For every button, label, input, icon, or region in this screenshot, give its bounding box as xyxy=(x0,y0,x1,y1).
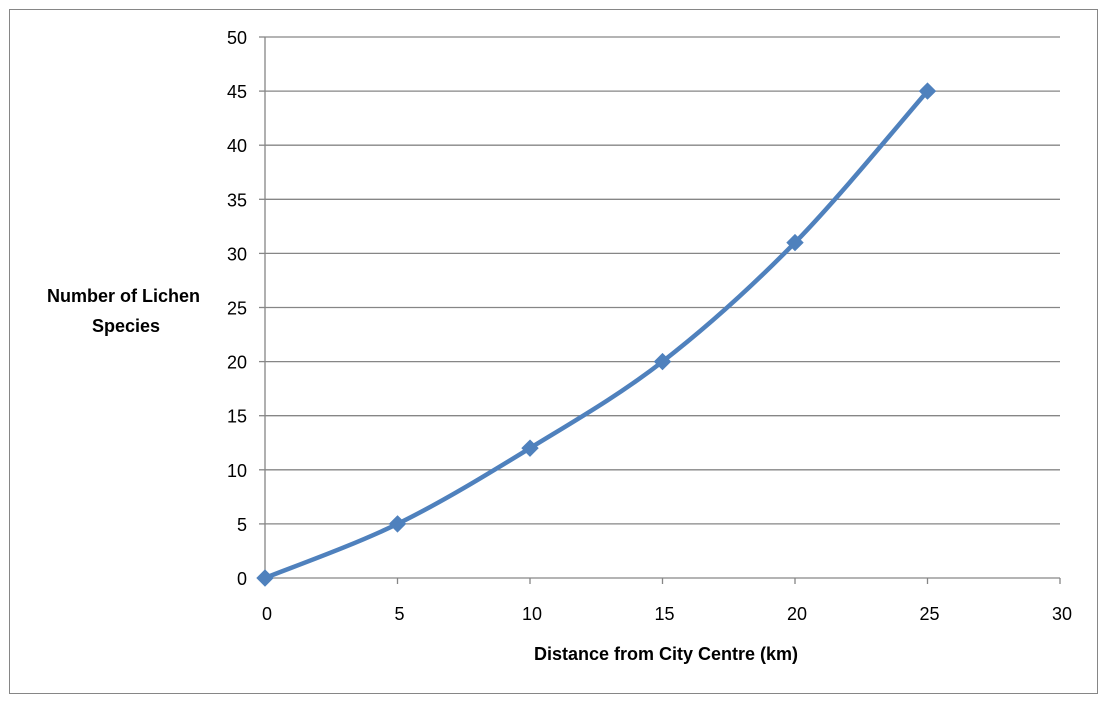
data-point-5 xyxy=(388,515,407,533)
series-layer xyxy=(262,88,930,581)
y-tick-label-30: 30 xyxy=(227,244,247,264)
data-point-15 xyxy=(653,352,672,371)
x-tick-label-10: 10 xyxy=(522,604,542,624)
series-line-0 xyxy=(262,88,930,581)
data-point-0 xyxy=(256,569,274,587)
y-tick-label-15: 15 xyxy=(227,407,247,427)
y-tick-label-50: 50 xyxy=(227,28,247,48)
y-tick-label-35: 35 xyxy=(227,190,247,210)
tick-labels: 0 5 10 15 20 25 30 35 40 45 50 0 5 10 15 20 25 30 xyxy=(227,28,1072,624)
y-tick-label-0: 0 xyxy=(237,569,247,589)
y-tick-label-20: 20 xyxy=(227,353,247,373)
y-axis-title: Number of Lichen Species xyxy=(47,286,205,336)
x-tick-label-5: 5 xyxy=(394,604,404,624)
grid-lines xyxy=(265,36,1060,525)
data-point-20 xyxy=(786,233,804,252)
x-tick-label-0: 0 xyxy=(262,604,272,624)
chart-frame xyxy=(9,9,1098,694)
x-axis-title: Distance from City Centre (km) xyxy=(534,644,798,664)
y-tick-label-5: 5 xyxy=(237,515,247,535)
x-tick-label-25: 25 xyxy=(919,604,939,624)
axes xyxy=(259,36,1061,584)
data-point-25 xyxy=(918,82,937,100)
y-tick-label-45: 45 xyxy=(227,82,247,102)
x-tick-label-20: 20 xyxy=(787,604,807,624)
x-tick-label-15: 15 xyxy=(654,604,674,624)
marker-layer xyxy=(256,82,937,587)
data-point-10 xyxy=(521,439,539,457)
y-axis-title-line-2: Species xyxy=(92,316,160,336)
x-tick-label-30: 30 xyxy=(1052,604,1072,624)
y-axis-title-line-1: Number of Lichen xyxy=(47,286,200,306)
y-tick-label-25: 25 xyxy=(227,299,247,319)
y-tick-label-10: 10 xyxy=(227,461,247,481)
y-tick-label-40: 40 xyxy=(227,136,247,156)
